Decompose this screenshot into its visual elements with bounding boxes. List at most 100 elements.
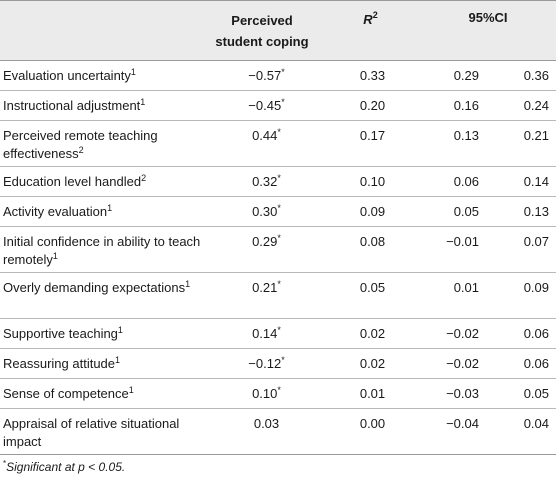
r-squared-cell: 0.10: [318, 166, 420, 197]
table-row: Supportive teaching1 0.14* 0.02 −0.02 0.06: [0, 318, 556, 349]
coefficient-cell: −0.45*: [206, 90, 318, 121]
table-row: Evaluation uncertainty1 −0.57* 0.33 0.29 0.3…: [0, 60, 556, 91]
header-empty-cell: [0, 0, 206, 61]
header-confidence-interval: 95%CI: [420, 0, 556, 61]
coefficient-value: −0.45: [248, 98, 282, 113]
coefficient-value: 0.32: [252, 174, 278, 189]
ci-lower-cell: −0.02: [420, 348, 487, 379]
row-label: Evaluation uncertainty: [3, 68, 131, 83]
coefficient-cell: 0.03: [206, 408, 318, 455]
row-note: 1: [185, 279, 191, 289]
row-label: Sense of competence: [3, 386, 129, 401]
significance-marker: *: [277, 385, 281, 395]
table-footnote: *Significant at p < 0.05.: [3, 459, 126, 475]
row-label: Overly demanding expectations: [3, 280, 186, 295]
header-coefficient: Perceived student coping: [206, 0, 318, 61]
significance-marker: *: [281, 67, 285, 77]
coefficient-value: 0.10: [252, 386, 278, 401]
footnote-marker: *: [3, 459, 7, 468]
table-row: Instructional adjustment1 −0.45* 0.20 0.16 0…: [0, 90, 556, 121]
table-row: Initial confidence in ability to teach r…: [0, 226, 556, 273]
coefficient-cell: −0.57*: [206, 60, 318, 91]
row-label-cell: Evaluation uncertainty1: [0, 60, 206, 91]
significance-marker: *: [277, 127, 281, 137]
ci-lower-cell: −0.03: [420, 378, 487, 409]
ci-lower-cell: −0.02: [420, 318, 487, 349]
significance-marker: *: [277, 279, 281, 289]
row-label-cell: Instructional adjustment1: [0, 90, 206, 121]
row-label: Reassuring attitude: [3, 356, 116, 371]
coefficient-cell: 0.14*: [206, 318, 318, 349]
coefficient-cell: 0.44*: [206, 120, 318, 167]
row-label-cell: Sense of competence1: [0, 378, 206, 409]
row-label: Supportive teaching: [3, 326, 118, 341]
row-label: Initial confidence in ability to teach r…: [3, 234, 201, 267]
table-header: Perceived student coping R2 95%CI: [0, 0, 556, 61]
significance-marker: *: [277, 233, 281, 243]
coefficient-cell: 0.29*: [206, 226, 318, 273]
row-label-cell: Reassuring attitude1: [0, 348, 206, 379]
coefficient-value: 0.30: [252, 204, 278, 219]
ci-upper-cell: 0.21: [487, 120, 556, 167]
row-note: 1: [130, 67, 136, 77]
row-label: Education level handled: [3, 174, 142, 189]
row-note: 1: [128, 385, 134, 395]
significance-marker: *: [281, 355, 285, 365]
r-squared-cell: 0.17: [318, 120, 420, 167]
row-label-cell: Initial confidence in ability to teach r…: [0, 226, 206, 273]
header-r-squared-exponent: 2: [372, 10, 378, 20]
table-row: Activity evaluation1 0.30* 0.09 0.05 0.13: [0, 196, 556, 227]
coefficient-cell: 0.30*: [206, 196, 318, 227]
row-note: 1: [115, 355, 121, 365]
ci-lower-cell: 0.01: [420, 272, 487, 319]
coefficient-value: 0.03: [253, 416, 280, 431]
ci-upper-cell: 0.09: [487, 272, 556, 319]
header-r-squared: R2: [318, 0, 420, 61]
table-row: Perceived remote teaching effectiveness2…: [0, 120, 556, 167]
coefficient-cell: −0.12*: [206, 348, 318, 379]
ci-lower-cell: 0.16: [420, 90, 487, 121]
r-squared-cell: 0.20: [318, 90, 420, 121]
coefficient-cell: 0.32*: [206, 166, 318, 197]
table-row: Reassuring attitude1 −0.12* 0.02 −0.02 0.06: [0, 348, 556, 379]
header-r-squared-label: R: [363, 12, 373, 27]
coefficient-value: −0.57: [248, 68, 282, 83]
ci-lower-cell: 0.05: [420, 196, 487, 227]
row-label-cell: Education level handled2: [0, 166, 206, 197]
significance-marker: *: [277, 325, 281, 335]
table-row: Overly demanding expectations1 0.21* 0.05 0…: [0, 272, 556, 319]
row-note: 1: [117, 325, 123, 335]
row-label-cell: Activity evaluation1: [0, 196, 206, 227]
ci-lower-cell: 0.13: [420, 120, 487, 167]
row-note: 2: [141, 173, 147, 183]
r-squared-cell: 0.08: [318, 226, 420, 273]
results-table: Perceived student coping R2 95%CI Evalua…: [0, 0, 556, 455]
coefficient-cell: 0.21*: [206, 272, 318, 319]
row-label-cell: Perceived remote teaching effectiveness2: [0, 120, 206, 167]
significance-marker: *: [281, 97, 285, 107]
ci-upper-cell: 0.07: [487, 226, 556, 273]
row-label-cell: Supportive teaching1: [0, 318, 206, 349]
coefficient-value: 0.44: [252, 128, 278, 143]
r-squared-cell: 0.02: [318, 348, 420, 379]
ci-upper-cell: 0.06: [487, 348, 556, 379]
ci-lower-cell: 0.29: [420, 60, 487, 91]
coefficient-cell: 0.10*: [206, 378, 318, 409]
row-note: 1: [107, 203, 113, 213]
row-label-cell: Overly demanding expectations1: [0, 272, 206, 319]
ci-upper-cell: 0.05: [487, 378, 556, 409]
significance-marker: *: [277, 173, 281, 183]
ci-upper-cell: 0.36: [487, 60, 556, 91]
ci-upper-cell: 0.13: [487, 196, 556, 227]
row-label-cell: Appraisal of relative situational impact: [0, 408, 206, 455]
footnote-text: Significant at p < 0.05.: [6, 460, 126, 474]
ci-lower-cell: 0.06: [420, 166, 487, 197]
row-label: Instructional adjustment: [3, 98, 141, 113]
row-label: Perceived remote teaching effectiveness: [3, 128, 158, 161]
r-squared-cell: 0.01: [318, 378, 420, 409]
table-row: Sense of competence1 0.10* 0.01 −0.03 0.05: [0, 378, 556, 409]
r-squared-cell: 0.00: [318, 408, 420, 455]
coefficient-value: 0.21: [252, 280, 278, 295]
ci-lower-cell: −0.04: [420, 408, 487, 455]
